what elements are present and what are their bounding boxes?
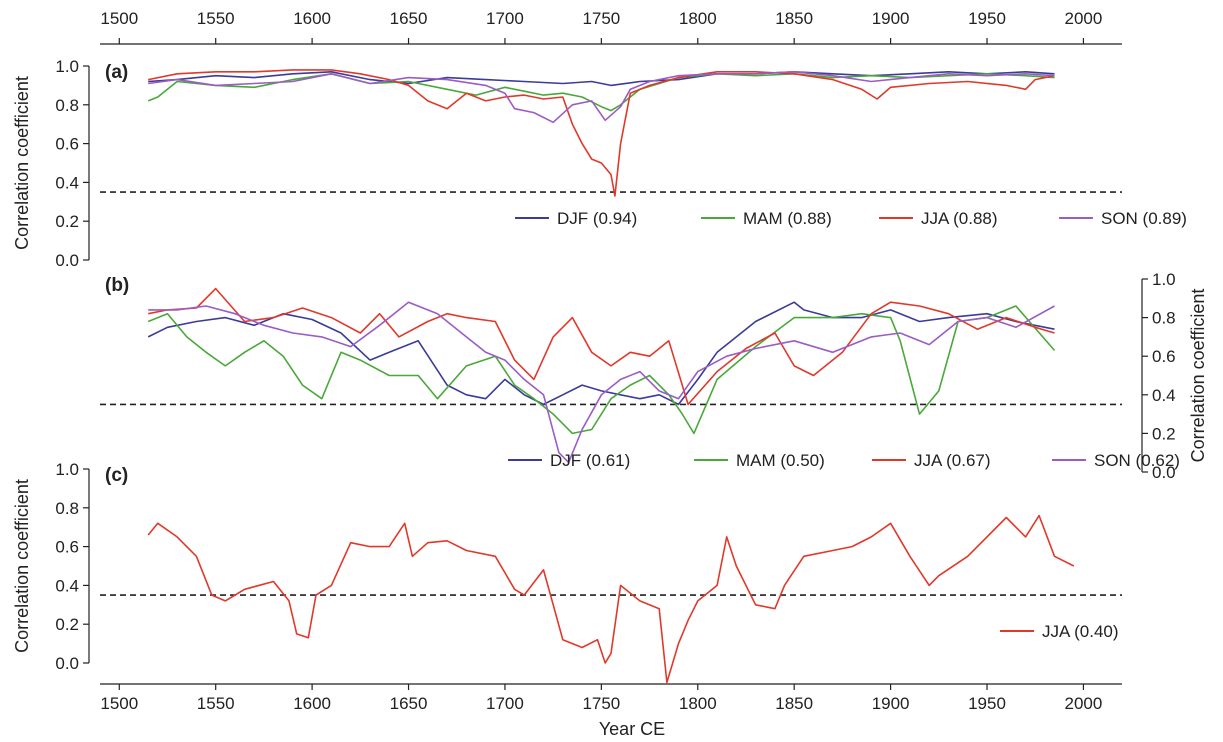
legend-entry-djf: DJF (0.94) — [557, 209, 637, 228]
x-axis-title: Year CE — [599, 719, 665, 739]
legend-entry-son: SON (0.62) — [1094, 451, 1180, 470]
y-axis-title: Correlation coefficient — [1188, 289, 1208, 463]
top-x-axis: 1500 1550 1600 1650 1700 1750 1800 1850 1900 1950… — [100, 9, 1122, 45]
panel-label: (b) — [105, 275, 129, 296]
panel-label: (c) — [105, 465, 128, 486]
bottom-x-tick-label: 1900 — [872, 694, 910, 713]
bottom-x-tick-label: 1750 — [582, 694, 620, 713]
bottom-x-tick-label: 1550 — [197, 694, 235, 713]
top-x-tick-label: 1550 — [197, 9, 235, 28]
top-x-tick-label: 1950 — [968, 9, 1006, 28]
legend-entry-jja: JJA (0.40) — [1042, 622, 1119, 641]
bottom-x-tick-label: 2000 — [1065, 694, 1103, 713]
series-line-djf — [147, 301, 1055, 406]
bottom-x-tick-label: 1650 — [390, 694, 428, 713]
bottom-x-tick-label: 1600 — [293, 694, 331, 713]
series-line-jja — [148, 287, 1055, 406]
legend-entry-djf: DJF (0.61) — [550, 451, 630, 470]
top-x-tick-label: 1850 — [775, 9, 813, 28]
legend: DJF (0.61) MAM (0.50) JJA (0.67) SON (0.62) — [508, 451, 1180, 470]
bottom-x-tick-label: 1950 — [968, 694, 1006, 713]
y-tick-label: 1.0 — [55, 57, 79, 76]
bottom-x-tick-label: 1800 — [679, 694, 717, 713]
panel-a: 0.0 0.2 0.4 0.6 0.8 1.0 Correlation coefficien… — [12, 57, 1187, 270]
y-tick-label: 0.8 — [55, 96, 79, 115]
y-tick-label: 0.2 — [55, 615, 79, 634]
bottom-x-axis: 1500 1550 1600 1650 1700 1750 1800 1850 1900 1950… — [100, 683, 1122, 713]
legend-entry-mam: MAM (0.50) — [736, 451, 825, 470]
series-line-son — [148, 301, 1055, 464]
y-tick-label: 0.2 — [55, 212, 79, 231]
y-tick-label: 1.0 — [1152, 270, 1176, 289]
y-tick-label: 0.6 — [55, 538, 79, 557]
y-tick-label: 0.4 — [55, 173, 79, 192]
top-x-tick-label: 2000 — [1065, 9, 1103, 28]
y-tick-label: 0.4 — [1152, 386, 1176, 405]
series-line-son — [148, 71, 1055, 124]
legend-entry-jja: JJA (0.88) — [921, 209, 998, 228]
panel-label: (a) — [105, 62, 128, 83]
series-line-mam — [147, 73, 1055, 112]
y-tick-label: 0.0 — [55, 251, 79, 270]
top-x-tick-label: 1500 — [100, 9, 138, 28]
series-line-jja — [148, 69, 1055, 197]
y-tick-label: 0.8 — [1152, 309, 1176, 328]
top-x-tick-label: 1800 — [679, 9, 717, 28]
top-x-tick-label: 1900 — [872, 9, 910, 28]
top-x-tick-label: 1600 — [293, 9, 331, 28]
bottom-x-tick-label: 1700 — [486, 694, 524, 713]
y-tick-label: 0.6 — [55, 135, 79, 154]
legend-entry-mam: MAM (0.88) — [743, 209, 832, 228]
y-tick-label: 0.8 — [55, 499, 79, 518]
panel-c: 0.0 0.2 0.4 0.6 0.8 1.0 Correlation coefficien… — [12, 460, 1122, 684]
y-tick-label: 0.2 — [1152, 424, 1176, 443]
bottom-x-tick-label: 1500 — [100, 694, 138, 713]
series-line-jja — [147, 514, 1075, 684]
legend-entry-son: SON (0.89) — [1101, 209, 1187, 228]
top-x-tick-label: 1650 — [390, 9, 428, 28]
legend: JJA (0.40) — [1000, 622, 1119, 641]
top-x-tick-label: 1700 — [486, 9, 524, 28]
y-tick-label: 0.4 — [55, 576, 79, 595]
y-tick-label: 0.6 — [1152, 347, 1176, 366]
bottom-x-tick-label: 1850 — [775, 694, 813, 713]
y-tick-label: 0.0 — [1152, 463, 1176, 482]
series-line-djf — [148, 71, 1055, 87]
y-tick-label: 0.0 — [55, 654, 79, 673]
legend-entry-jja: JJA (0.67) — [914, 451, 991, 470]
series-line-mam — [147, 305, 1056, 435]
y-axis-title: Correlation coefficient — [12, 479, 32, 653]
panel-b: 0.0 0.2 0.4 0.6 0.8 1.0 Correlation coefficien… — [100, 270, 1208, 482]
legend: DJF (0.94) MAM (0.88) JJA (0.88) SON (0.89) — [515, 209, 1187, 228]
y-axis-title: Correlation coefficient — [12, 76, 32, 250]
top-x-tick-label: 1750 — [582, 9, 620, 28]
y-tick-label: 1.0 — [55, 460, 79, 479]
